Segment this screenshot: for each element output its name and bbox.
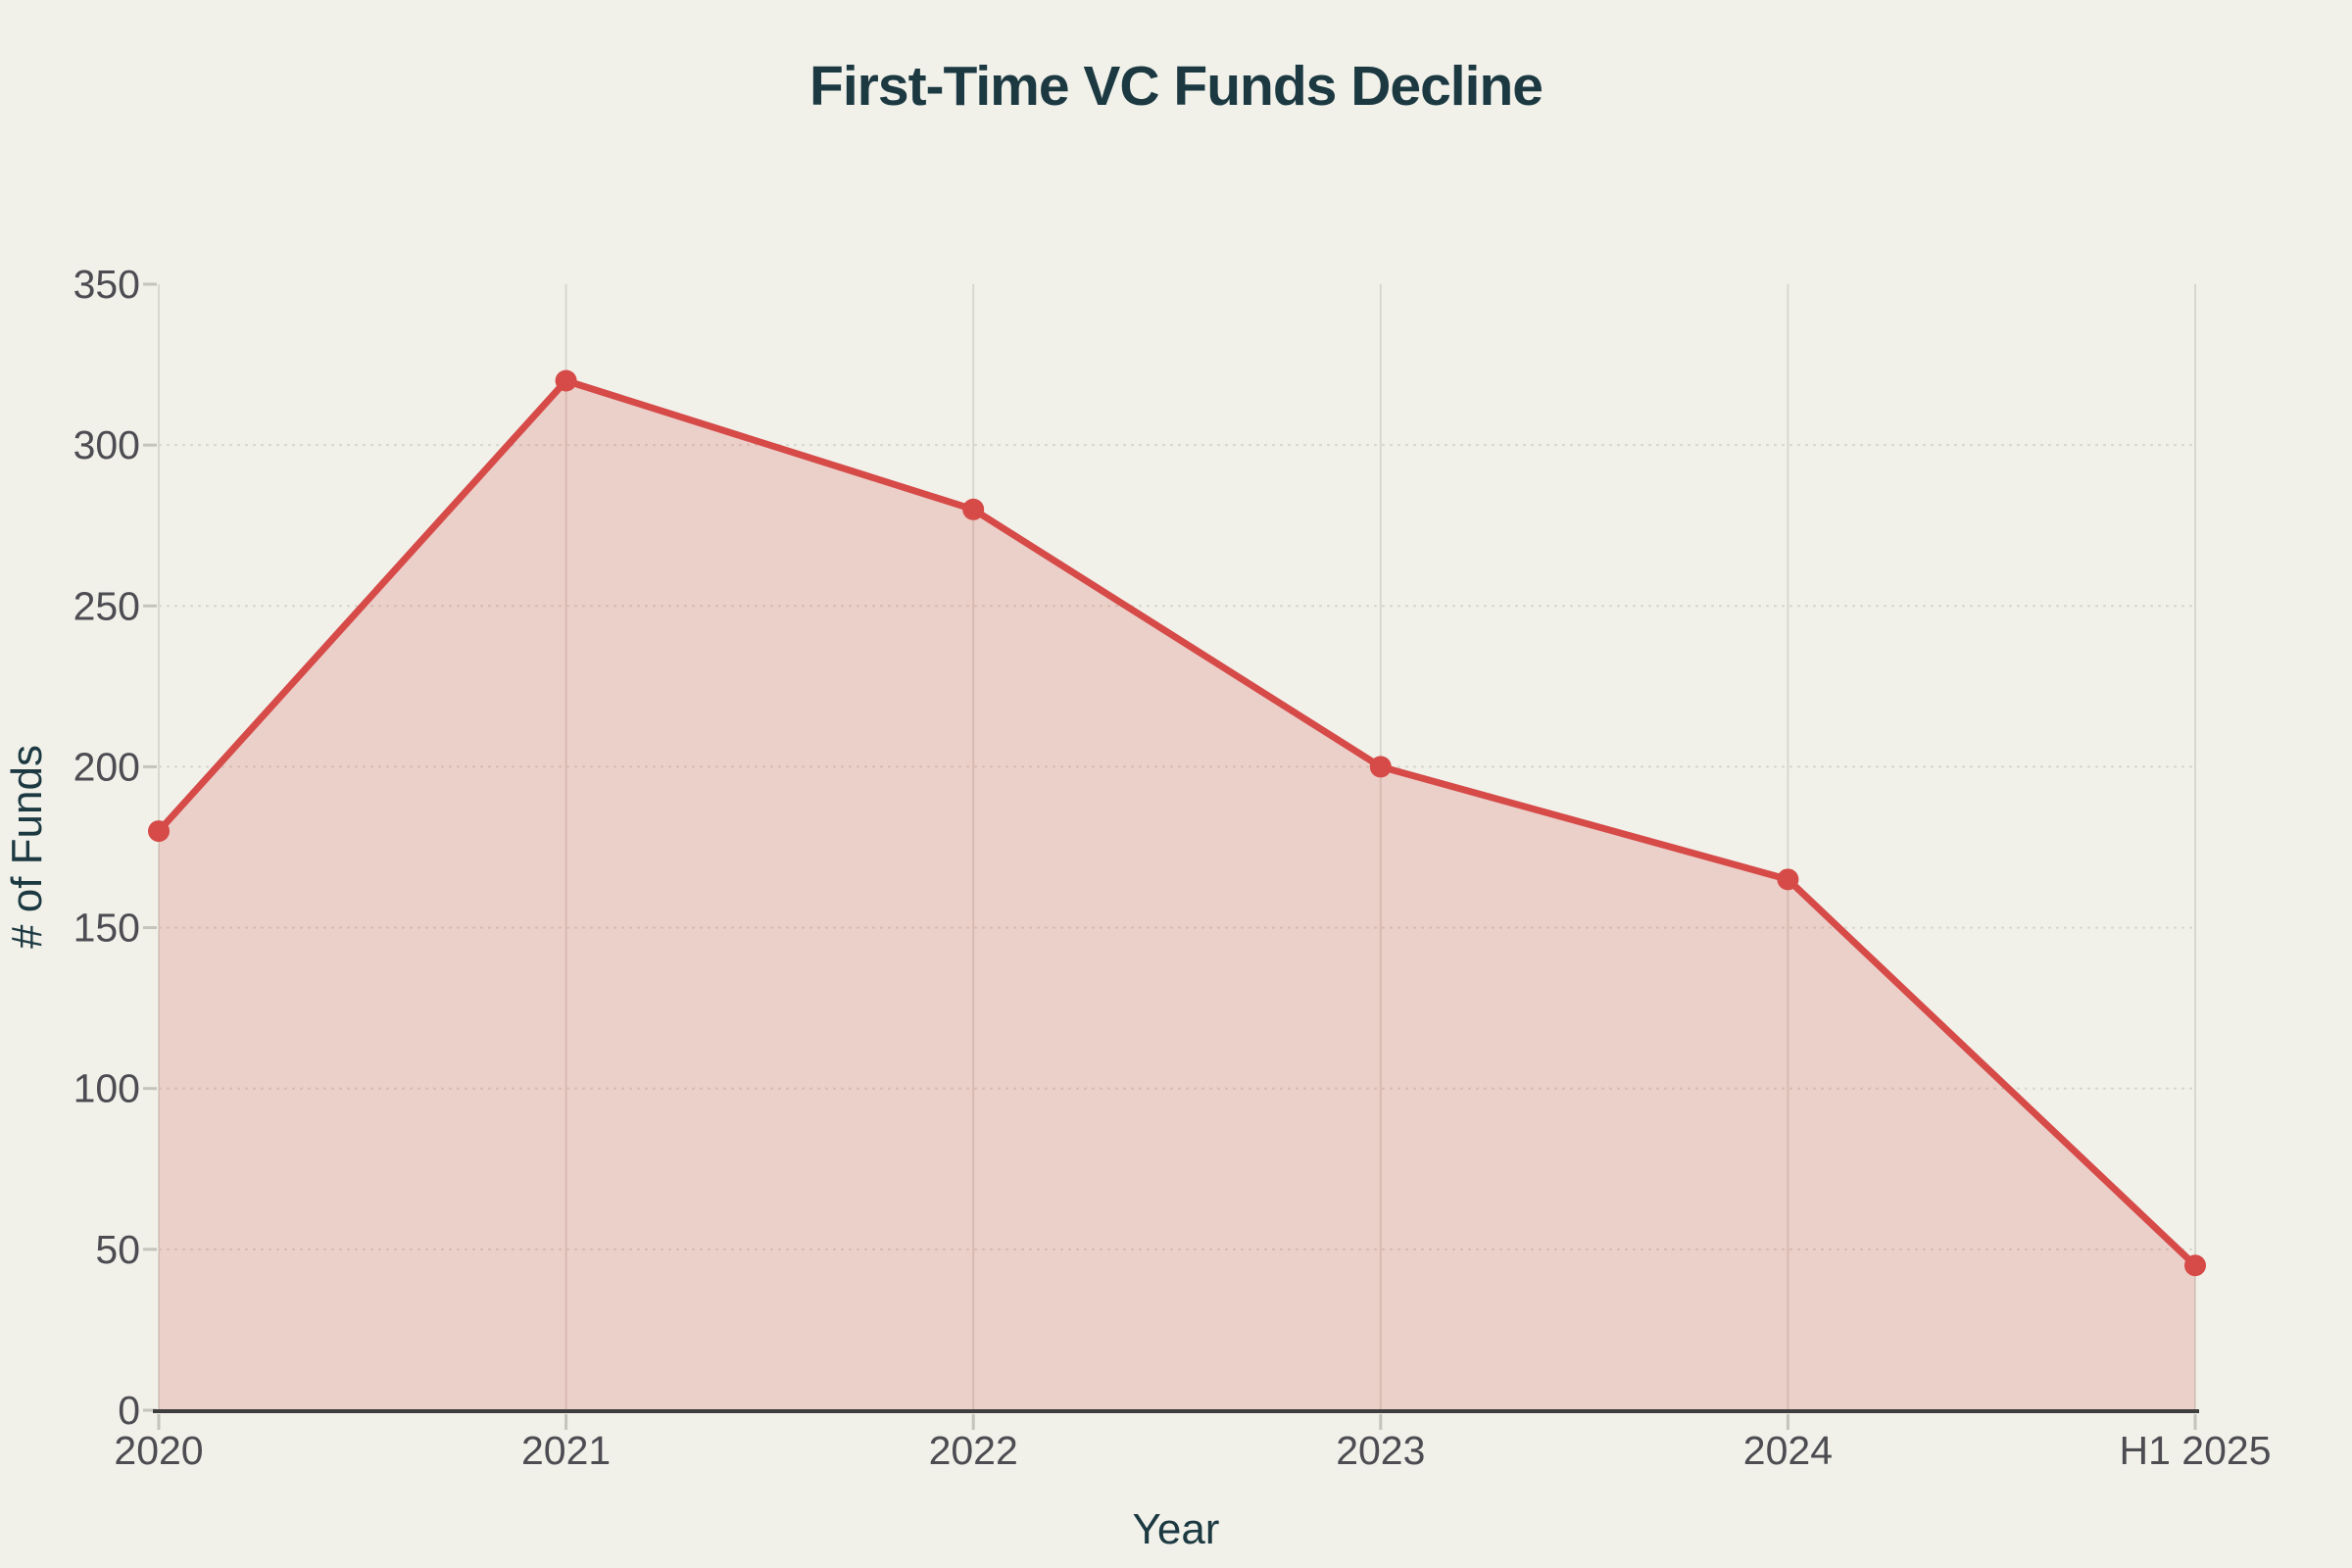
data-point xyxy=(1369,756,1392,778)
x-tick-label: H1 2025 xyxy=(2119,1428,2271,1473)
data-points xyxy=(148,369,2206,1277)
y-tick-label: 150 xyxy=(74,906,140,951)
trend-line xyxy=(155,376,2199,1269)
y-tick-label: 300 xyxy=(74,422,140,467)
x-tick-marks xyxy=(157,1414,2197,1430)
y-tick-labels: 0 50 100 150 200 250 300 350 xyxy=(74,262,140,1433)
y-axis-title: # of Funds xyxy=(3,745,51,949)
y-tick-label: 200 xyxy=(74,744,140,789)
y-tick-label: 250 xyxy=(74,583,140,628)
y-tick-label: 0 xyxy=(118,1388,140,1433)
area-fill xyxy=(159,380,2195,1410)
x-tick-label: 2021 xyxy=(521,1428,611,1473)
data-point xyxy=(1777,868,1799,891)
data-point xyxy=(2184,1254,2206,1277)
chart-title: First-Time VC Funds Decline xyxy=(809,55,1544,118)
horizontal-gridlines xyxy=(159,444,2195,1250)
x-tick-label: 2020 xyxy=(114,1428,203,1473)
y-tick-label: 50 xyxy=(95,1227,140,1272)
y-tick-marks xyxy=(143,282,157,1412)
x-tick-label: 2022 xyxy=(929,1428,1018,1473)
data-point xyxy=(148,820,170,843)
x-tick-label: 2024 xyxy=(1743,1428,1833,1473)
y-tick-label: 350 xyxy=(74,262,140,307)
y-tick-label: 100 xyxy=(74,1066,140,1111)
vertical-gridlines xyxy=(158,284,2196,1410)
data-point xyxy=(555,369,577,392)
data-point xyxy=(962,498,985,520)
x-tick-label: 2023 xyxy=(1336,1428,1425,1473)
x-axis-title: Year xyxy=(1133,1505,1220,1553)
x-tick-labels: 2020 2021 2022 2023 2024 H1 2025 xyxy=(114,1428,2271,1473)
